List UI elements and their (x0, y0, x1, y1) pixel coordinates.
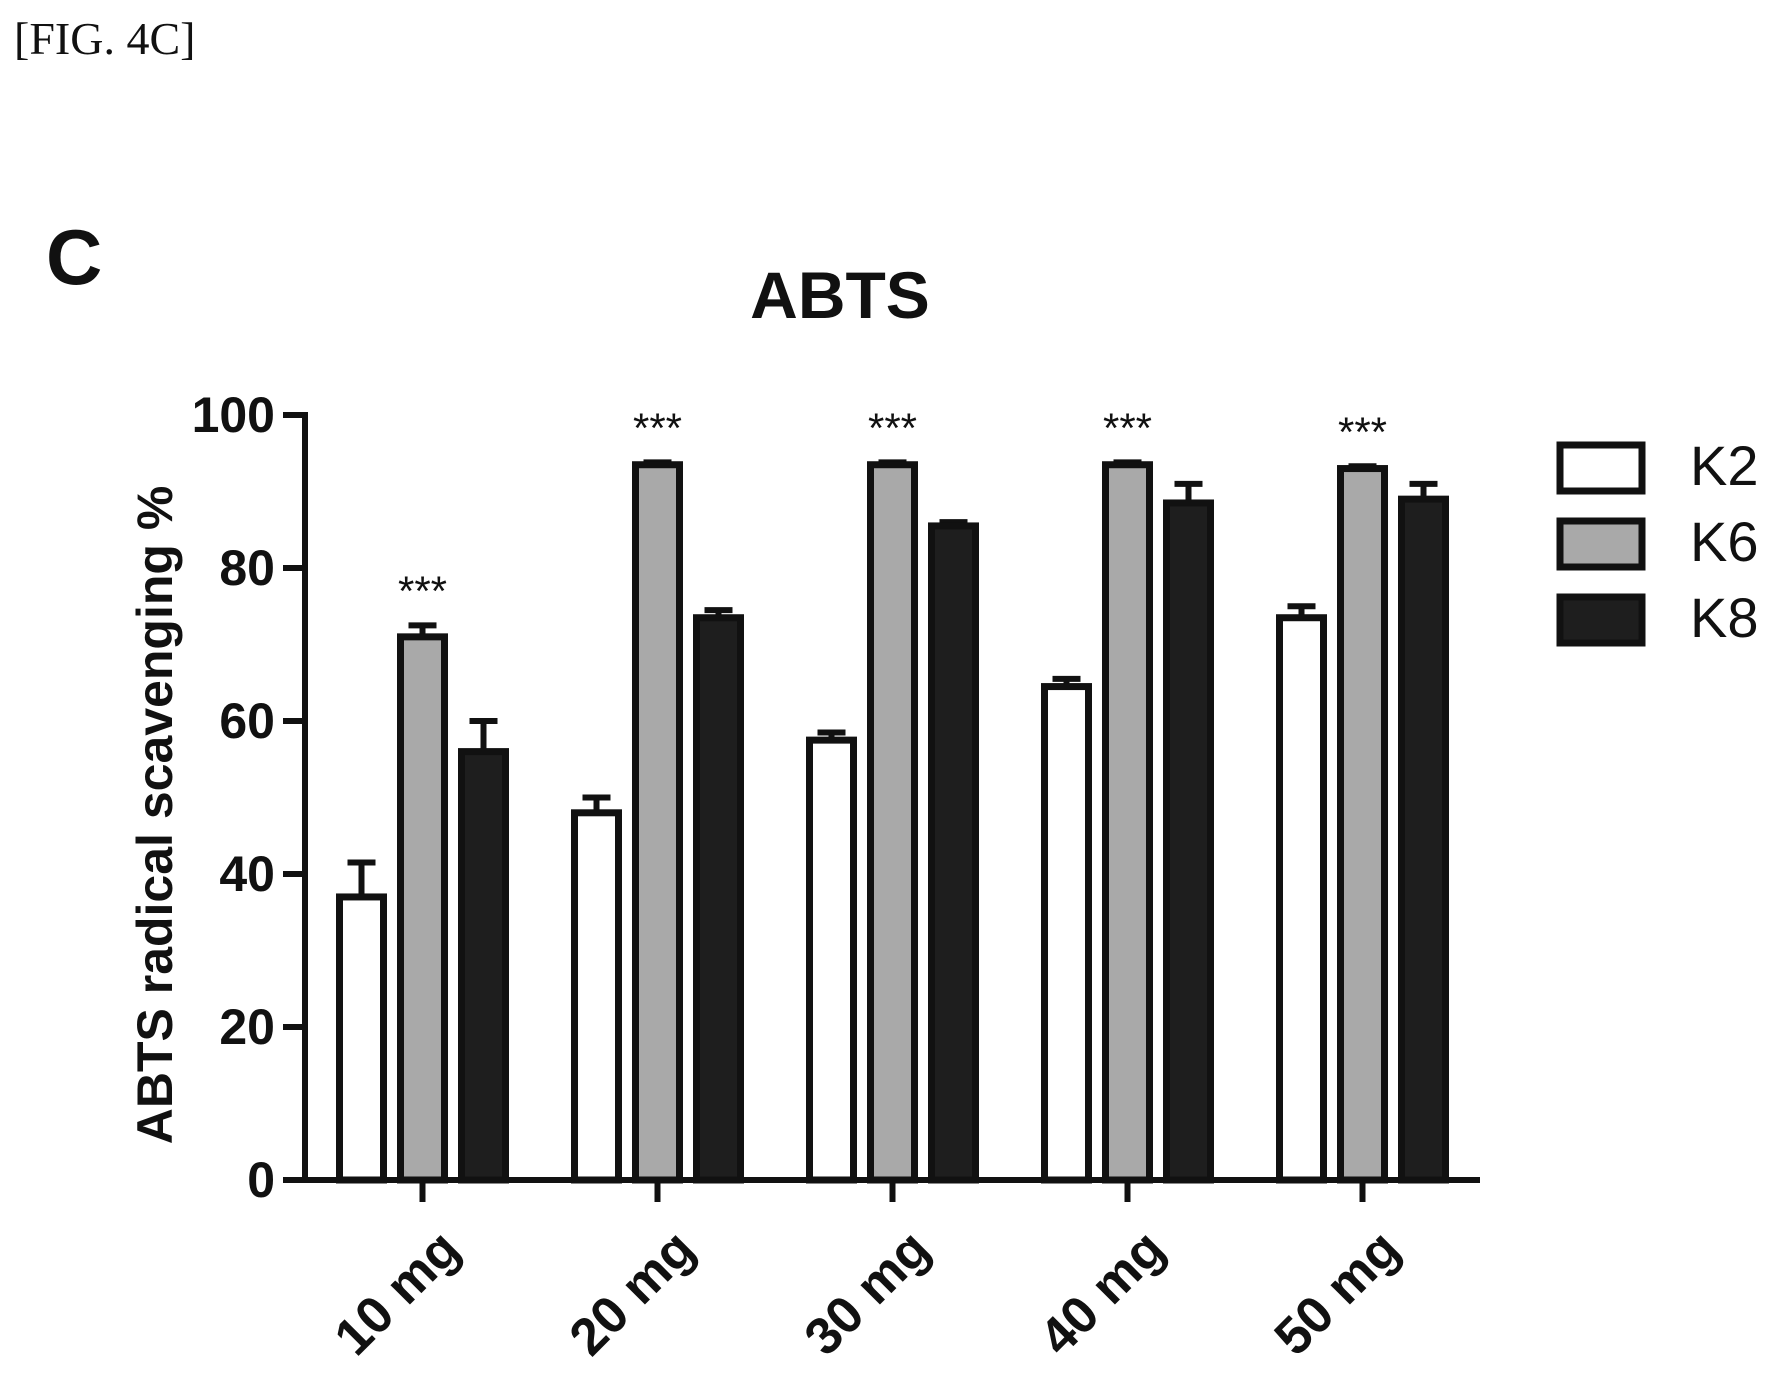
bar-K6-40mg (1102, 461, 1153, 1184)
bar-K6-10mg (397, 633, 448, 1184)
legend-swatch-K6 (1556, 517, 1646, 571)
bar-K2-30mg (806, 736, 857, 1184)
y-axis-label: ABTS radical scavenging % (127, 486, 183, 1145)
bar-K8-10mg (458, 748, 509, 1184)
bar-K8-20mg (693, 614, 744, 1184)
significance-marker: *** (1338, 408, 1387, 455)
y-tick-label: 100 (192, 387, 275, 443)
significance-marker: *** (868, 404, 917, 451)
bar-K8-40mg (1163, 499, 1214, 1184)
chart-title: ABTS (750, 258, 930, 332)
y-tick-label: 20 (219, 999, 275, 1055)
bar-K2-50mg (1276, 614, 1327, 1184)
legend-label-K8: K8 (1690, 586, 1759, 649)
y-tick-label: 60 (219, 693, 275, 749)
y-tick-label: 0 (247, 1152, 275, 1208)
significance-marker: *** (633, 404, 682, 451)
bar-K2-20mg (571, 809, 622, 1184)
x-tick-label: 10 mg (324, 1219, 471, 1366)
significance-marker: *** (398, 567, 447, 614)
figure-label: [FIG. 4C] (14, 13, 196, 64)
legend-label-K2: K2 (1690, 434, 1759, 497)
legend-swatch-K8 (1556, 593, 1646, 647)
legend-swatch-K2 (1556, 441, 1646, 495)
x-tick-label: 50 mg (1264, 1219, 1411, 1366)
bar-K8-30mg (928, 522, 979, 1184)
bar-K2-40mg (1041, 683, 1092, 1184)
bar-K2-10mg (336, 893, 387, 1184)
plot-area: 0 20 40 60 80 100 *** 10 mg *** 20 mg *** 30 mg *** 4… (192, 387, 1480, 1367)
bar-K6-30mg (867, 461, 918, 1184)
x-tick-label: 40 mg (1029, 1219, 1176, 1366)
y-tick-label: 40 (219, 846, 275, 902)
y-tick-label: 80 (219, 540, 275, 596)
bar-K6-50mg (1337, 465, 1388, 1184)
legend: K2 K6 K8 (1556, 434, 1759, 649)
x-tick-label: 30 mg (794, 1219, 941, 1366)
panel-letter: C (46, 213, 103, 301)
x-tick-label: 20 mg (559, 1219, 706, 1366)
legend-label-K6: K6 (1690, 510, 1759, 573)
bar-K6-20mg (632, 461, 683, 1184)
significance-marker: *** (1103, 404, 1152, 451)
bar-K8-50mg (1398, 495, 1449, 1184)
